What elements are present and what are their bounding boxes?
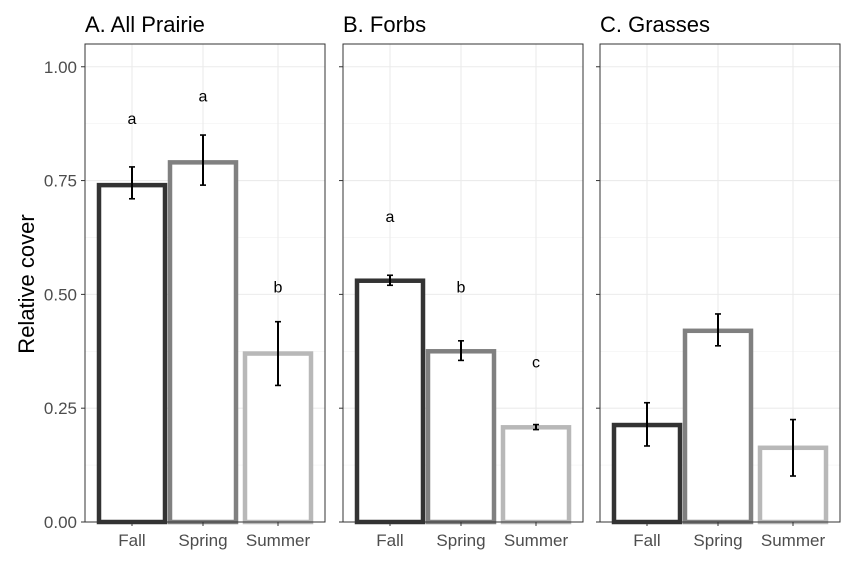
panel-title: A. All Prairie <box>85 12 205 37</box>
panel-border <box>342 43 584 523</box>
x-tick-label: Spring <box>436 531 485 550</box>
significance-letter: b <box>457 280 466 297</box>
x-tick-label: Fall <box>633 531 660 550</box>
bar-spring <box>425 349 497 525</box>
significance-letter: b <box>274 280 283 297</box>
y-tick-label: 0.00 <box>44 513 77 532</box>
x-tick-label: Summer <box>761 531 826 550</box>
bar-spring <box>682 328 754 525</box>
bar-fall <box>354 278 426 525</box>
significance-letter: a <box>128 111 137 128</box>
significance-letter: a <box>199 88 208 105</box>
panel-border <box>84 43 326 523</box>
x-tick-label: Summer <box>504 531 569 550</box>
x-tick-label: Fall <box>376 531 403 550</box>
x-tick-label: Summer <box>246 531 311 550</box>
y-tick-label: 0.25 <box>44 399 77 418</box>
x-tick-label: Spring <box>178 531 227 550</box>
panel-title: C. Grasses <box>600 12 710 37</box>
y-tick-label: 1.00 <box>44 58 77 77</box>
bar-spring <box>167 160 239 525</box>
bar-fall <box>96 182 168 525</box>
y-tick-label: 0.75 <box>44 172 77 191</box>
x-tick-label: Fall <box>118 531 145 550</box>
significance-letter: c <box>532 355 540 372</box>
x-tick-label: Spring <box>693 531 742 550</box>
y-axis-title: Relative cover <box>14 214 39 353</box>
panel-border <box>599 43 841 523</box>
significance-letter: a <box>386 209 395 226</box>
panel-title: B. Forbs <box>343 12 426 37</box>
bar-summer <box>500 425 572 525</box>
y-tick-label: 0.50 <box>44 285 77 304</box>
